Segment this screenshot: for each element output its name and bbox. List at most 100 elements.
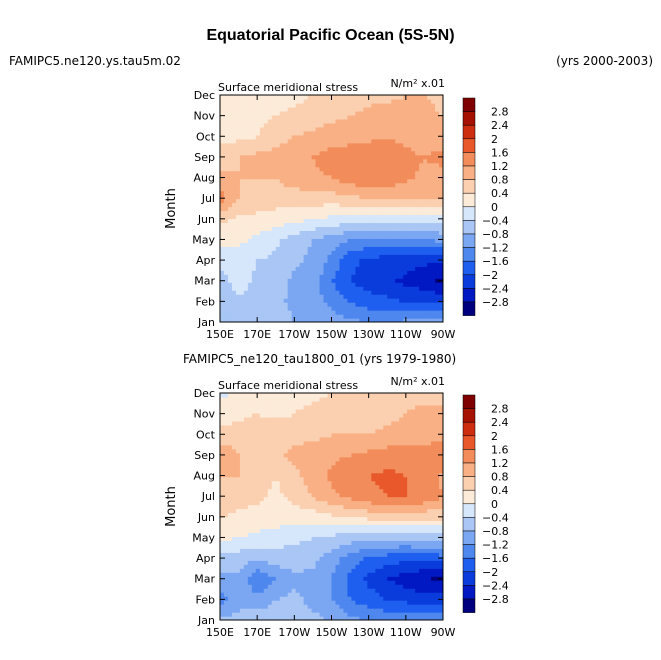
heatmap-cell: [395, 226, 400, 231]
heatmap-cell: [243, 150, 249, 156]
heatmap-cell: [271, 246, 277, 251]
heatmap-cell: [239, 540, 245, 545]
heatmap-cell: [223, 600, 229, 605]
heatmap-cell: [243, 560, 249, 565]
heatmap-cell: [283, 182, 289, 188]
heatmap-cell: [235, 202, 241, 208]
heatmap-cell: [419, 560, 424, 565]
heatmap-cell: [259, 302, 265, 307]
heatmap-cell: [339, 508, 345, 514]
heatmap-cell: [339, 182, 345, 188]
heatmap-cell: [359, 556, 364, 561]
heatmap-cell: [359, 500, 364, 506]
heatmap-cell: [247, 190, 253, 196]
heatmap-cell: [239, 524, 245, 529]
heatmap-cell: [387, 314, 392, 319]
heatmap-cell: [307, 608, 313, 613]
heatmap-cell: [247, 194, 253, 200]
heatmap-cell: [235, 170, 241, 176]
heatmap-cell: [335, 508, 341, 514]
heatmap-cell: [351, 242, 356, 247]
heatmap-cell: [379, 242, 384, 247]
heatmap-cell: [223, 286, 229, 291]
heatmap-cell: [335, 226, 341, 231]
heatmap-cell: [315, 106, 321, 112]
heatmap-cell: [283, 226, 289, 231]
heatmap-cell: [295, 314, 301, 319]
heatmap-cell: [367, 604, 372, 609]
heatmap-cell: [307, 266, 313, 271]
heatmap-cell: [239, 536, 245, 541]
heatmap-cell: [315, 540, 321, 545]
heatmap-cell: [367, 290, 372, 295]
heatmap-cell: [275, 254, 281, 259]
heatmap-cell: [283, 178, 289, 184]
heatmap-cell: [347, 222, 353, 228]
heatmap-cell: [239, 226, 245, 231]
heatmap-cell: [311, 246, 317, 251]
heatmap-cell: [379, 306, 384, 311]
heatmap-cell: [371, 126, 376, 132]
heatmap-cell: [247, 95, 253, 100]
heatmap-cell: [311, 102, 317, 108]
heatmap-cell: [220, 600, 225, 605]
heatmap-cell: [347, 314, 353, 319]
heatmap-cell: [263, 134, 269, 140]
heatmap-cell: [383, 556, 388, 561]
heatmap-cell: [435, 560, 440, 565]
heatmap-cell: [243, 234, 249, 239]
heatmap-cell: [375, 500, 380, 506]
heatmap-cell: [287, 564, 293, 569]
heatmap-cell: [355, 182, 360, 188]
heatmap-cell: [327, 318, 333, 322]
heatmap-cell: [231, 130, 237, 136]
heatmap-cell: [275, 98, 281, 104]
heatmap-cell: [371, 270, 376, 275]
heatmap-cell: [355, 592, 360, 597]
heatmap-cell: [235, 230, 241, 235]
heatmap-cell: [247, 576, 253, 581]
heatmap-cell: [287, 508, 293, 514]
heatmap-cell: [367, 612, 372, 617]
heatmap-cell: [315, 604, 321, 609]
heatmap-cell: [271, 166, 277, 172]
heatmap-cell: [255, 114, 261, 120]
heatmap-cell: [387, 230, 392, 235]
heatmap-cell: [291, 110, 297, 116]
heatmap-cell: [223, 604, 229, 609]
heatmap-cell: [391, 576, 396, 581]
heatmap-cell: [343, 616, 349, 620]
heatmap-cell: [423, 122, 428, 128]
heatmap-cell: [259, 130, 265, 136]
heatmap-cell: [223, 536, 229, 541]
heatmap-cell: [275, 222, 281, 228]
heatmap-cell: [415, 238, 420, 243]
x-tick-label: 110W: [390, 328, 422, 341]
heatmap-cell: [343, 254, 349, 259]
heatmap-cell: [315, 552, 321, 557]
heatmap-cell: [283, 540, 289, 545]
heatmap-cell: [375, 306, 380, 311]
heatmap-cell: [223, 118, 229, 124]
heatmap-cell: [343, 170, 349, 176]
heatmap-cell: [391, 194, 396, 200]
heatmap-cell: [279, 560, 285, 565]
heatmap-cell: [407, 150, 412, 156]
heatmap-cell: [423, 114, 428, 120]
heatmap-cell: [263, 282, 269, 287]
heatmap-cell: [223, 584, 229, 589]
heatmap-cell: [331, 532, 337, 537]
heatmap-cell: [347, 238, 353, 243]
heatmap-cell: [243, 126, 249, 132]
heatmap-cell: [235, 95, 241, 100]
heatmap-cell: [327, 532, 333, 537]
heatmap-cell: [223, 190, 229, 196]
heatmap-cell: [439, 170, 443, 176]
heatmap-cell: [339, 106, 345, 112]
heatmap-cell: [335, 126, 341, 132]
heatmap-cell: [427, 262, 432, 267]
heatmap-cell: [343, 106, 349, 112]
heatmap-cell: [427, 520, 432, 526]
heatmap-cell: [411, 616, 416, 620]
heatmap-cell: [251, 246, 257, 251]
